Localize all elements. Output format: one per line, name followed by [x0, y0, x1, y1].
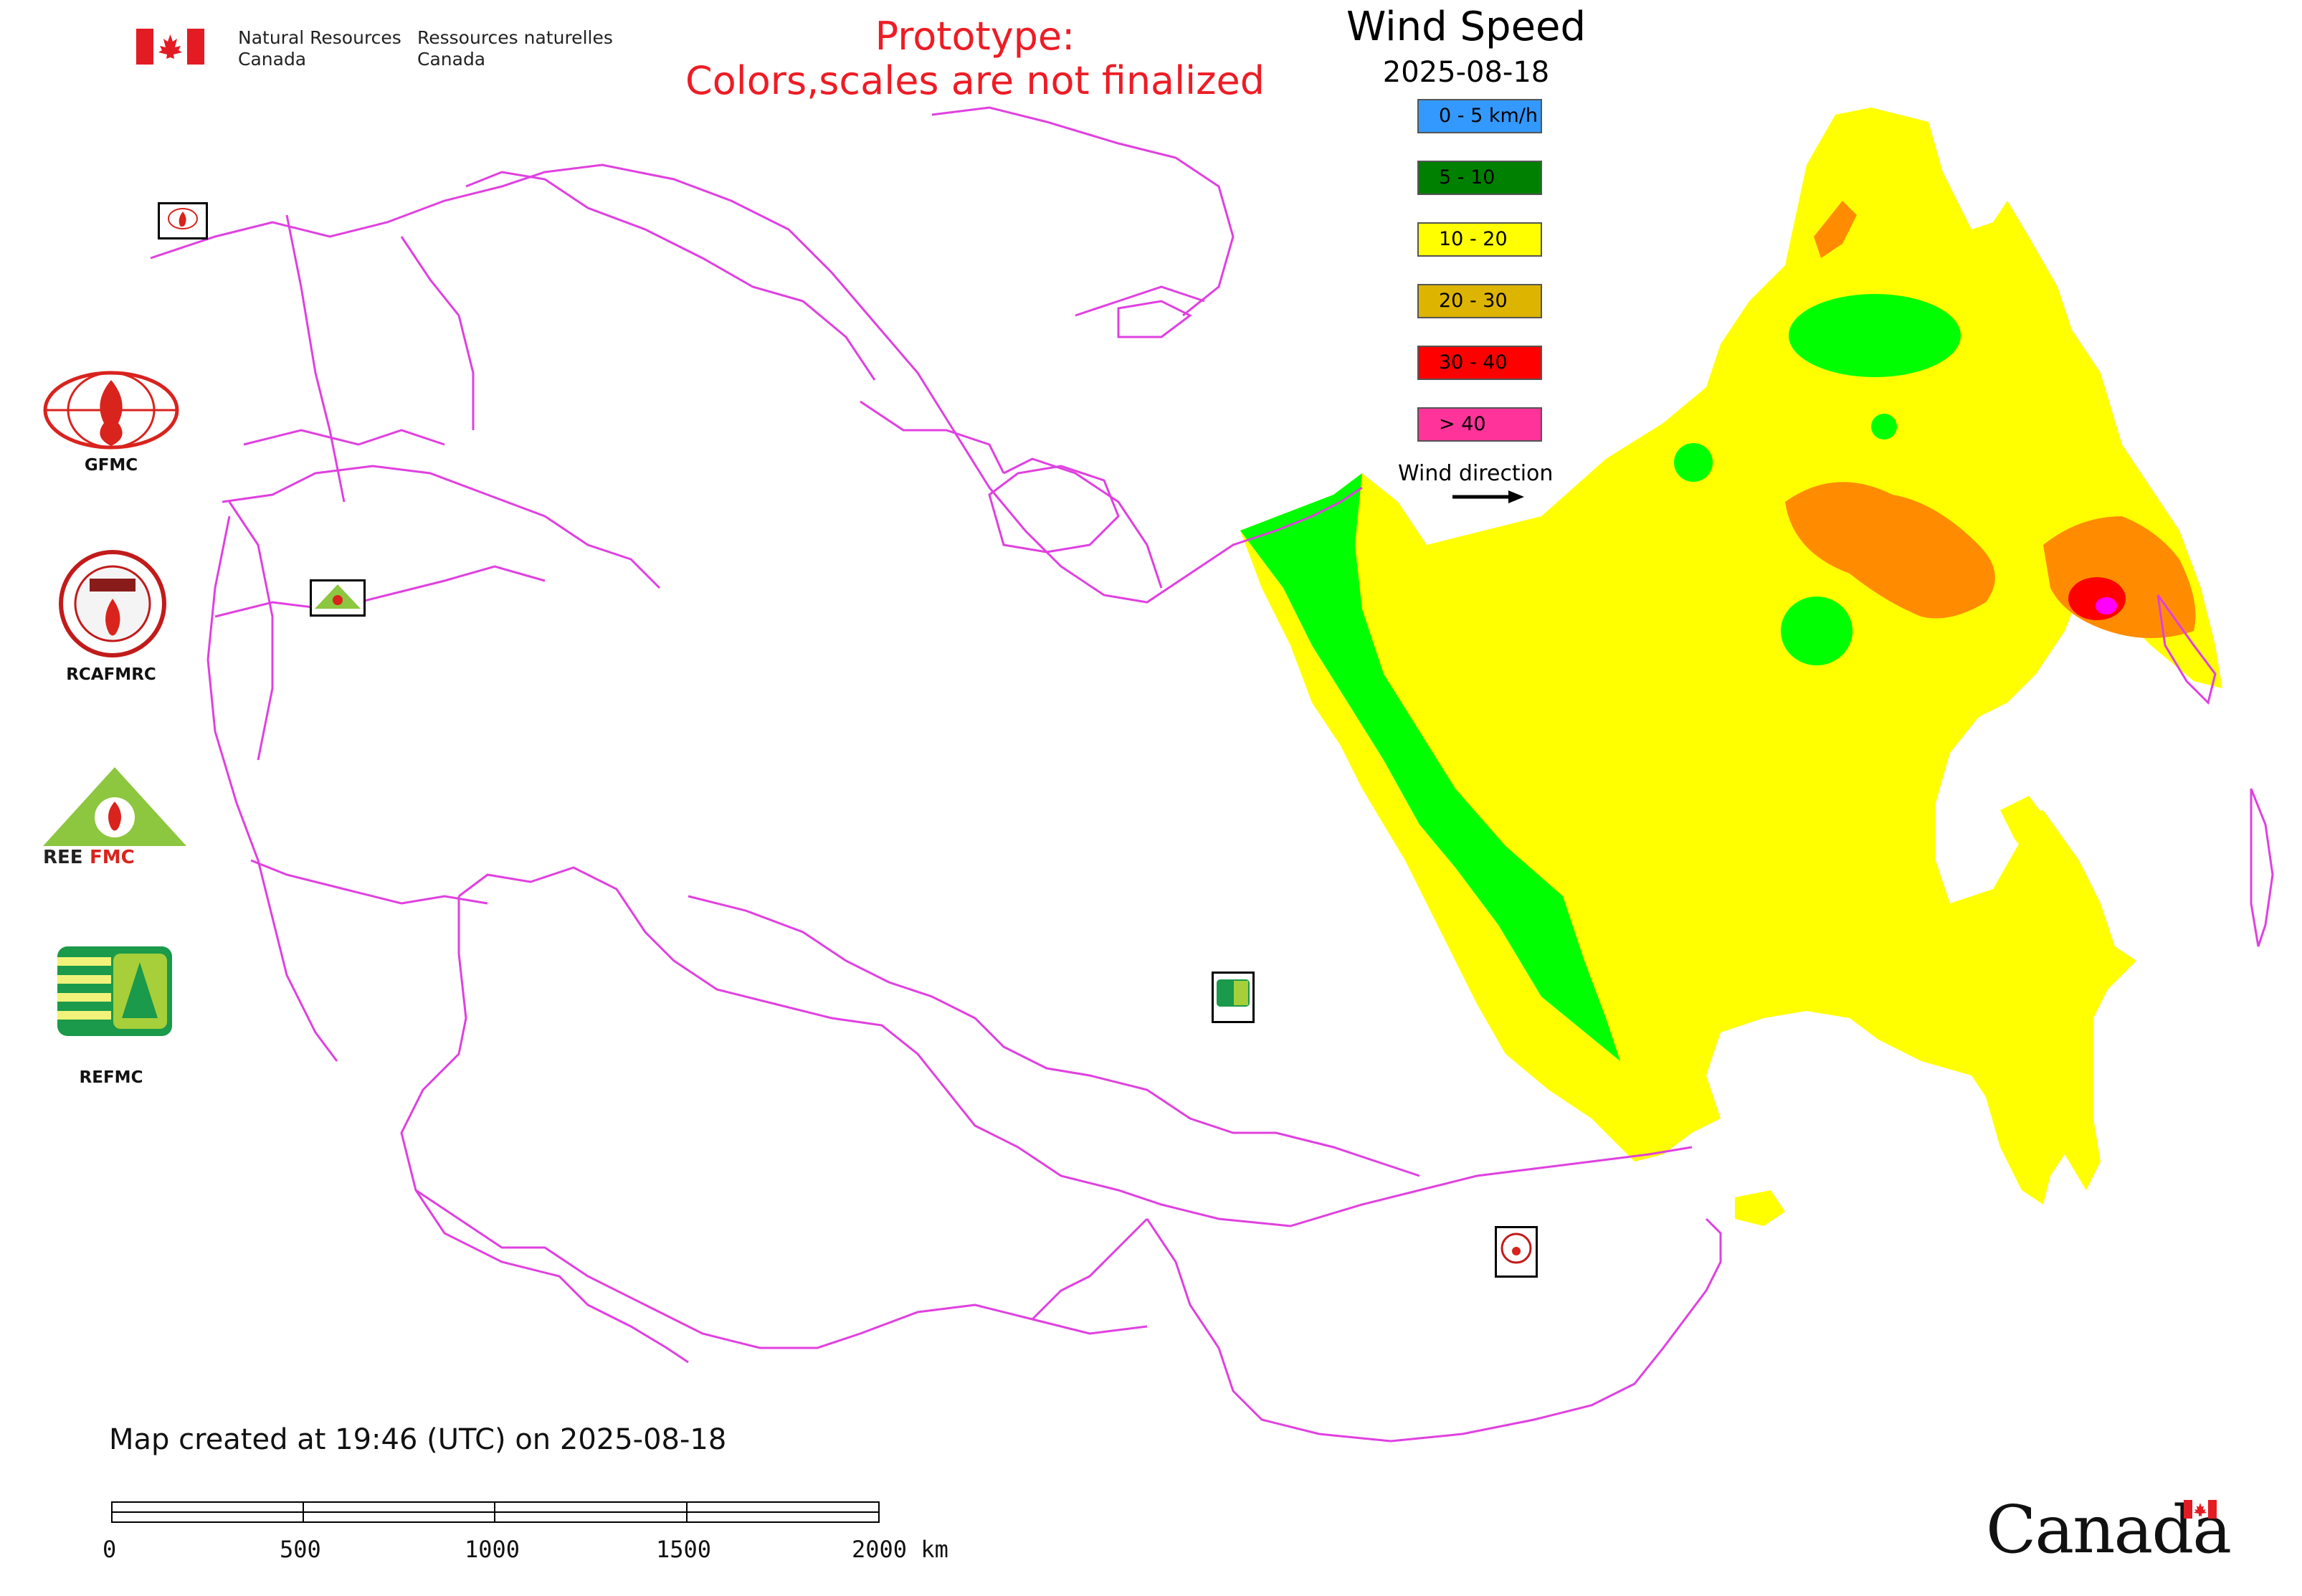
- gfmc-marker-icon: [168, 208, 198, 229]
- green-blob-2: [1871, 414, 1897, 440]
- legend-class-0: 0 - 5 km/h: [1417, 99, 1542, 133]
- reefmc-map-marker: [310, 579, 366, 617]
- wind-direction-arrow-icon: [1452, 490, 1524, 503]
- gfmc-logo: [43, 371, 179, 450]
- logo-label-rcafmrc: RCAFMRC: [66, 665, 156, 684]
- pink-zone: [2096, 597, 2117, 614]
- map-created-timestamp: Map created at 19:46 (UTC) on 2025-08-18: [109, 1423, 727, 1456]
- rcafmrc-logo: [59, 550, 166, 657]
- refmc-map-marker: [1212, 972, 1255, 1023]
- scale-tick-2000: 2000 km: [852, 1536, 948, 1563]
- scale-tick-0: 0: [103, 1536, 117, 1563]
- coastline-islands: [988, 300, 2274, 947]
- yellow-zone: [1240, 108, 2222, 1205]
- legend-class-2: 10 - 20: [1417, 222, 1542, 257]
- japan-island: [1735, 1190, 1785, 1226]
- svg-text:REE: REE: [43, 847, 83, 868]
- gfmc-map-marker: [158, 202, 208, 239]
- red-zone: [2068, 577, 2126, 620]
- rcafmrc-map-marker: [1495, 1226, 1538, 1278]
- wordmark-flag-icon: [2184, 1500, 2217, 1519]
- legend-class-3: 20 - 30: [1417, 284, 1542, 318]
- legend-class-4: 30 - 40: [1417, 346, 1542, 380]
- legend-title: Wind Speed: [1346, 4, 1587, 50]
- green-arc-zone: [1240, 473, 1620, 1061]
- dept-fr-line2: Canada: [417, 49, 486, 70]
- legend-date: 2025-08-18: [1382, 56, 1550, 89]
- refmc-marker-icon: [1217, 979, 1250, 1007]
- scale-tick-1500: 1500: [656, 1536, 712, 1563]
- rcafmrc-marker-icon: [1500, 1232, 1532, 1264]
- scale-tick-500: 500: [280, 1536, 321, 1563]
- dept-en-line2: Canada: [238, 49, 307, 70]
- reefmc-logo: REE FMC: [39, 767, 190, 868]
- green-blob-3: [1781, 597, 1852, 665]
- department-name-fr: Ressources naturelles Canada: [417, 27, 613, 70]
- canada-flag-icon: [136, 29, 204, 65]
- orange-zone-north: [1814, 201, 1857, 258]
- wind-direction-label: Wind direction: [1398, 461, 1554, 486]
- department-name-en: Natural Resources Canada: [238, 27, 401, 70]
- admin-borders: [150, 106, 1722, 1443]
- scale-bar: [111, 1501, 880, 1523]
- svg-text:FMC: FMC: [90, 847, 135, 868]
- sakhalin-island: [2000, 796, 2101, 932]
- reefmc-marker-icon: [315, 584, 361, 609]
- green-blob-north: [1789, 294, 1961, 377]
- logo-label-gfmc: GFMC: [84, 456, 138, 475]
- logo-label-refmc: REFMC: [79, 1068, 143, 1087]
- scale-tick-1000: 1000: [465, 1536, 520, 1563]
- legend-class-1: 5 - 10: [1417, 161, 1542, 195]
- legend-class-5: > 40: [1417, 407, 1542, 442]
- dept-fr-line1: Ressources naturelles: [417, 27, 613, 48]
- orange-zone-central: [1785, 482, 1995, 619]
- wind-field: [1240, 108, 2222, 1226]
- prototype-notice: Prototype: Colors,scales are not finaliz…: [645, 14, 1305, 103]
- green-blob-1: [1674, 443, 1713, 482]
- notice-line1: Prototype:: [875, 14, 1075, 59]
- refmc-logo: [57, 946, 172, 1036]
- notice-line2: Colors,scales are not finalized: [685, 58, 1265, 103]
- dept-en-line1: Natural Resources: [238, 27, 401, 48]
